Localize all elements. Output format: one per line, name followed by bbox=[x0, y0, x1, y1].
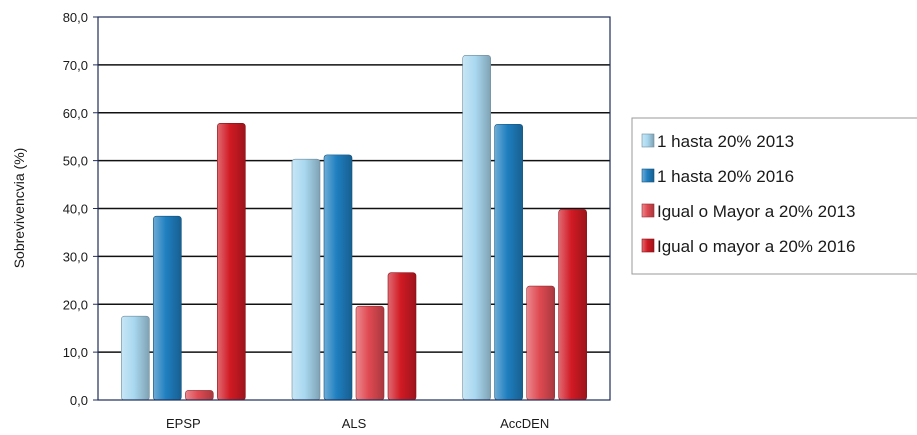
bar-accden-series-1 bbox=[462, 54, 491, 401]
y-tick-label: 10,0 bbox=[63, 345, 88, 360]
bar-epsp-series-2 bbox=[153, 215, 182, 401]
y-tick-label: 0,0 bbox=[70, 393, 88, 408]
legend-label: Igual o Mayor a 20% 2013 bbox=[657, 202, 855, 221]
y-tick-label: 80,0 bbox=[63, 10, 88, 25]
y-tick-label: 40,0 bbox=[63, 202, 88, 217]
y-tick-label: 30,0 bbox=[63, 249, 88, 264]
bar-epsp-series-1 bbox=[121, 315, 150, 401]
bar-als-series-2 bbox=[323, 154, 353, 401]
bar-epsp-series-3 bbox=[185, 390, 214, 401]
legend-label: 1 hasta 20% 2016 bbox=[657, 167, 794, 186]
x-tick-label: ALS bbox=[342, 416, 367, 431]
legend-swatch bbox=[641, 238, 655, 253]
legend-box bbox=[631, 117, 917, 275]
bar-epsp-series-4 bbox=[217, 122, 246, 401]
gridlines bbox=[98, 64, 610, 353]
x-tick-label: AccDEN bbox=[500, 416, 549, 431]
legend-swatch bbox=[641, 133, 655, 148]
y-tick-label: 70,0 bbox=[63, 58, 88, 73]
legend-swatch bbox=[641, 203, 655, 218]
legend-swatch bbox=[641, 168, 655, 183]
x-tick-label: EPSP bbox=[166, 416, 201, 431]
x-axis-ticks: EPSP ALS AccDEN bbox=[166, 416, 549, 431]
legend-label: 1 hasta 20% 2013 bbox=[657, 132, 794, 151]
bar-accden-series-3 bbox=[526, 285, 555, 401]
y-tick-label: 20,0 bbox=[63, 297, 88, 312]
bar-accden-series-4 bbox=[558, 209, 587, 401]
bars bbox=[121, 54, 587, 401]
legend: 1 hasta 20% 2013 1 hasta 20% 2016 Igual o … bbox=[641, 132, 855, 256]
bar-als-series-3 bbox=[355, 305, 385, 401]
bar-als-series-1 bbox=[291, 158, 321, 401]
legend-label: Igual o mayor a 20% 2016 bbox=[657, 237, 855, 256]
y-axis-ticks: 0,0 10,0 20,0 30,0 40,0 50,0 60,0 70,0 80,0 bbox=[63, 10, 98, 408]
y-axis-label: Sobrevivencvia (%) bbox=[11, 148, 27, 269]
y-tick-label: 60,0 bbox=[63, 106, 88, 121]
y-tick-label: 50,0 bbox=[63, 154, 88, 169]
bar-als-series-4 bbox=[387, 272, 417, 401]
bar-accden-series-2 bbox=[494, 123, 523, 401]
